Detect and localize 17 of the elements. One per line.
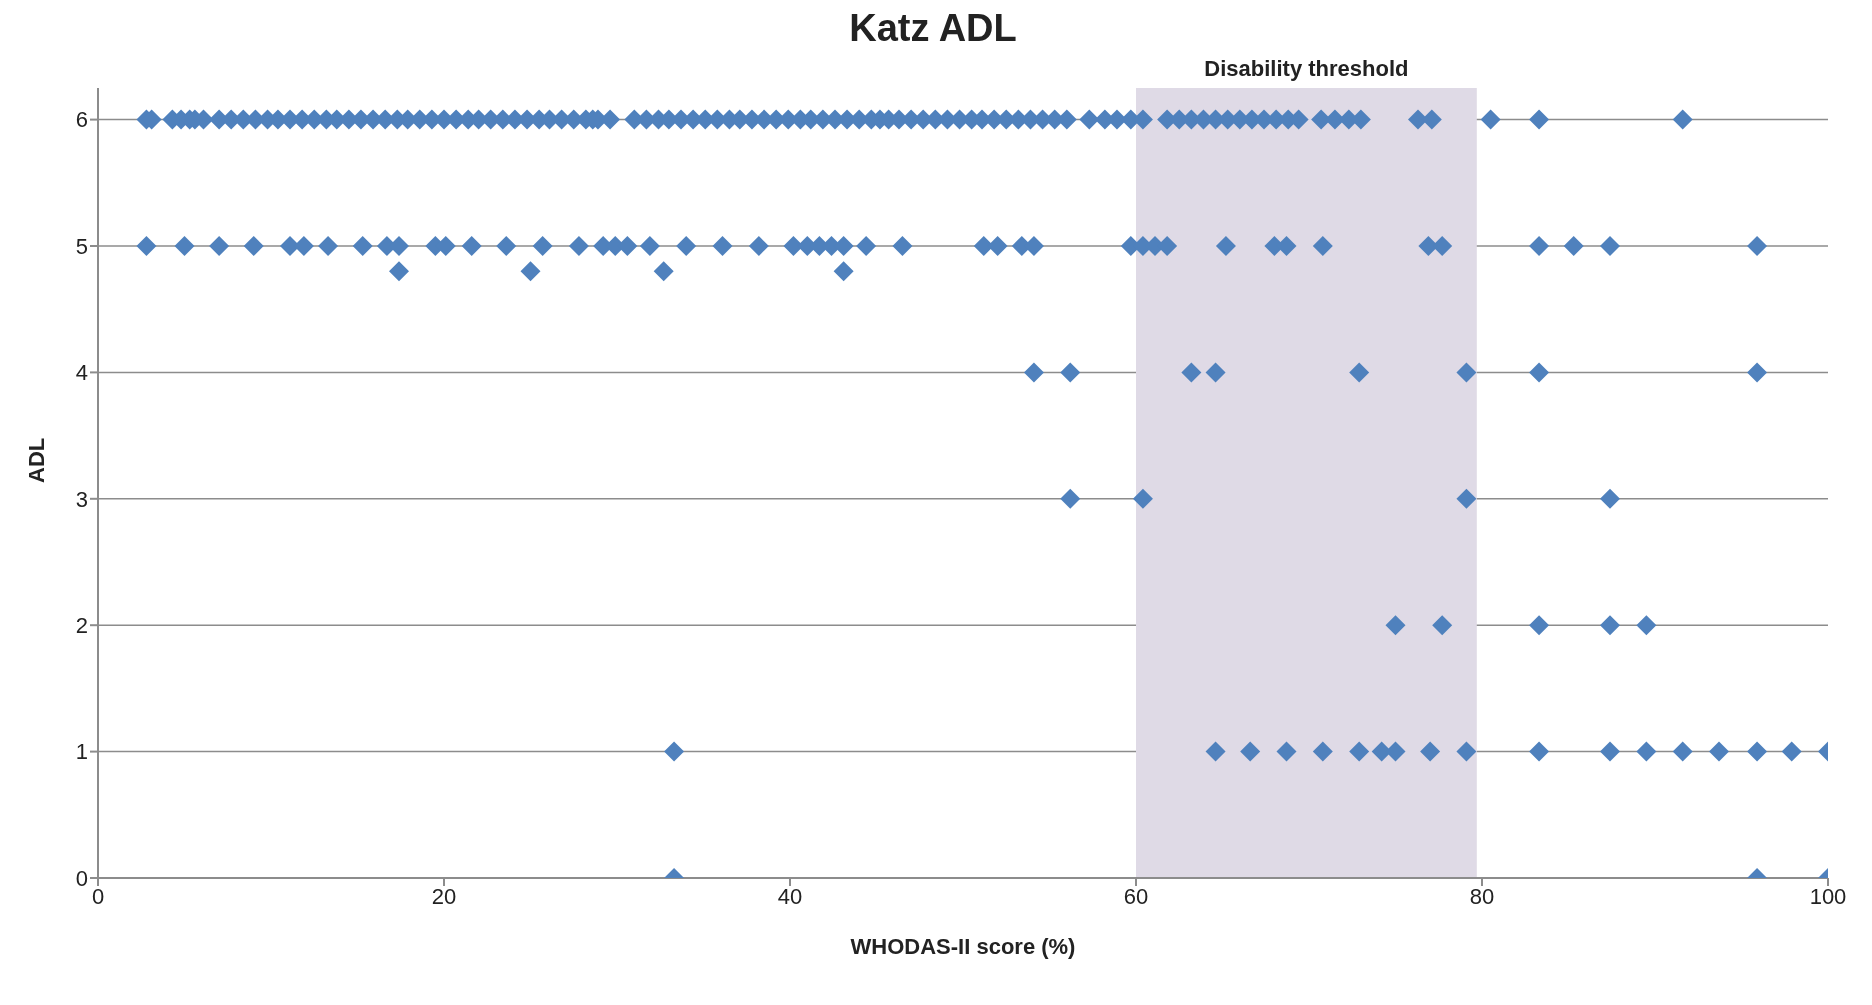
y-tick-label: 1 [75,739,88,765]
y-axis-title: ADL [23,437,49,483]
y-tick-label: 4 [75,360,88,386]
y-tick-label: 6 [75,107,88,133]
chart-title: Katz ADL [848,7,1018,49]
y-tick-label: 3 [75,486,88,512]
band-label: Disability threshold [1204,55,1409,81]
y-tick-label: 0 [75,865,88,891]
x-tick-label: 60 [1123,883,1149,909]
x-tick-label: 100 [1809,883,1847,909]
x-tick-label: 20 [431,883,457,909]
x-tick-label: 40 [777,883,803,909]
x-tick-label: 80 [1469,883,1495,909]
x-axis-title: WHODAS-II score (%) [850,934,1076,959]
x-tick-label: 0 [91,883,105,909]
y-tick-label: 2 [75,613,88,639]
y-tick-label: 5 [75,233,88,259]
